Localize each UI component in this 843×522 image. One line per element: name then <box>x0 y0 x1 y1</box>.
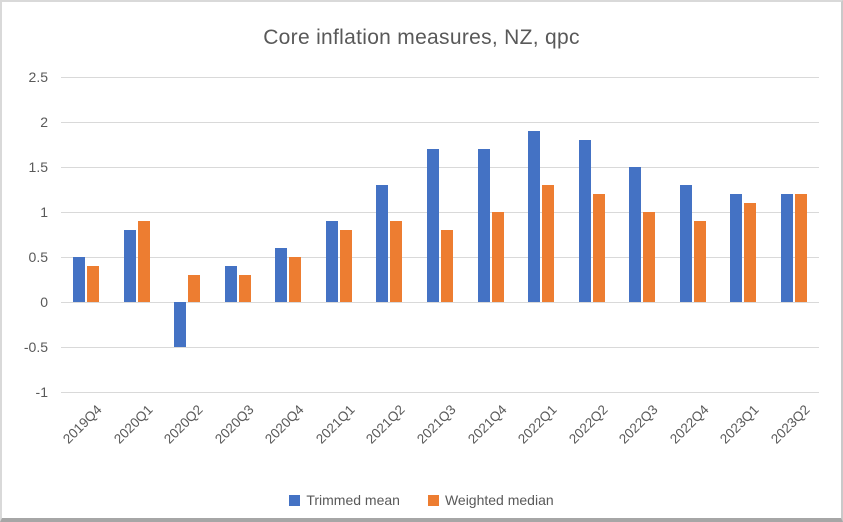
x-axis-label-2021Q3: 2021Q3 <box>414 402 459 447</box>
x-axis-label-2019Q4: 2019Q4 <box>60 402 105 447</box>
bar-weighted-median-2020Q3 <box>238 275 251 302</box>
legend-label-weighted-median: Weighted median <box>444 492 554 508</box>
gridline-y-1 <box>61 212 819 213</box>
bar-weighted-median-2021Q4 <box>491 212 504 302</box>
legend-label-trimmed-mean: Trimmed mean <box>306 492 400 508</box>
x-axis-label-2020Q4: 2020Q4 <box>262 402 308 447</box>
bar-weighted-median-2023Q2 <box>794 194 807 302</box>
x-axis-label-2021Q4: 2021Q4 <box>464 402 510 447</box>
bar-trimmed-mean-2020Q2 <box>174 302 187 347</box>
x-axis-label-2020Q2: 2020Q2 <box>161 402 206 447</box>
x-axis-label-2020Q3: 2020Q3 <box>211 402 257 447</box>
bar-trimmed-mean-2023Q2 <box>780 194 793 302</box>
x-axis-label-2022Q4: 2022Q4 <box>666 402 712 447</box>
bar-trimmed-mean-2019Q4 <box>73 257 86 302</box>
gridline-y--1 <box>61 392 819 393</box>
bar-weighted-median-2021Q3 <box>441 230 453 302</box>
legend-item-trimmed-mean: Trimmed mean <box>289 492 400 508</box>
y-axis-label--1: -1 <box>35 384 48 400</box>
bar-weighted-median-2023Q1 <box>744 203 757 302</box>
legend-swatch-trimmed-mean-icon <box>289 494 301 506</box>
bar-trimmed-mean-2023Q1 <box>730 194 743 302</box>
bar-trimmed-mean-2021Q4 <box>477 149 490 302</box>
chart-title: Core inflation measures, NZ, qpc <box>263 26 580 49</box>
x-axis-label-2020Q1: 2020Q1 <box>110 402 156 447</box>
bar-trimmed-mean-2021Q1 <box>325 221 338 302</box>
bar-weighted-median-2022Q3 <box>643 212 656 302</box>
bar-weighted-median-2020Q4 <box>289 257 302 302</box>
gridline-y-2 <box>61 122 819 123</box>
x-axis-label-2023Q1: 2023Q1 <box>717 402 762 447</box>
legend-item-weighted-median: Weighted median <box>427 492 554 508</box>
gridline-y-0 <box>61 302 819 303</box>
bar-weighted-median-2020Q1 <box>137 221 150 302</box>
x-axis-label-2022Q1: 2022Q1 <box>515 402 560 447</box>
gridline-y--0.5 <box>61 347 819 348</box>
bar-trimmed-mean-2021Q2 <box>376 185 389 302</box>
bar-weighted-median-2021Q2 <box>390 221 403 302</box>
gridline-y-1.5 <box>61 167 819 168</box>
bar-trimmed-mean-2020Q1 <box>123 230 136 302</box>
y-axis-label-1: 1 <box>40 204 48 220</box>
x-axis-label-2022Q2: 2022Q2 <box>565 402 611 447</box>
bar-weighted-median-2019Q4 <box>87 266 100 302</box>
y-axis-label-2: 2 <box>40 114 48 130</box>
bar-weighted-median-2022Q1 <box>542 185 555 302</box>
x-axis-label-2023Q2: 2023Q2 <box>767 402 813 447</box>
bar-weighted-median-2020Q2 <box>188 275 201 302</box>
x-axis-label-2022Q3: 2022Q3 <box>616 402 661 447</box>
bar-trimmed-mean-2020Q3 <box>224 266 237 302</box>
y-axis-label-2.5: 2.5 <box>28 69 48 85</box>
bar-trimmed-mean-2022Q3 <box>629 167 642 302</box>
gridline-y-0.5 <box>61 257 819 258</box>
y-axis-label-0.5: 0.5 <box>28 249 48 265</box>
bar-weighted-median-2022Q4 <box>693 221 706 302</box>
y-axis-label-1.5: 1.5 <box>28 159 48 175</box>
y-axis-label--0.5: -0.5 <box>23 339 48 355</box>
y-axis-label-0: 0 <box>40 294 48 310</box>
bar-trimmed-mean-2021Q3 <box>427 149 439 302</box>
bar-trimmed-mean-2022Q1 <box>528 131 541 302</box>
bar-weighted-median-2021Q1 <box>339 230 352 302</box>
legend-swatch-weighted-median-icon <box>427 494 439 506</box>
legend: Trimmed mean Weighted median <box>2 492 841 508</box>
bar-trimmed-mean-2020Q4 <box>275 248 288 302</box>
bar-trimmed-mean-2022Q4 <box>679 185 692 302</box>
gridline-y-2.5 <box>61 77 819 78</box>
plot-area <box>61 77 819 393</box>
bar-trimmed-mean-2022Q2 <box>578 140 591 302</box>
x-axis-label-2021Q2: 2021Q2 <box>363 402 409 447</box>
bar-weighted-median-2022Q2 <box>592 194 605 302</box>
x-axis-label-2021Q1: 2021Q1 <box>312 402 358 447</box>
